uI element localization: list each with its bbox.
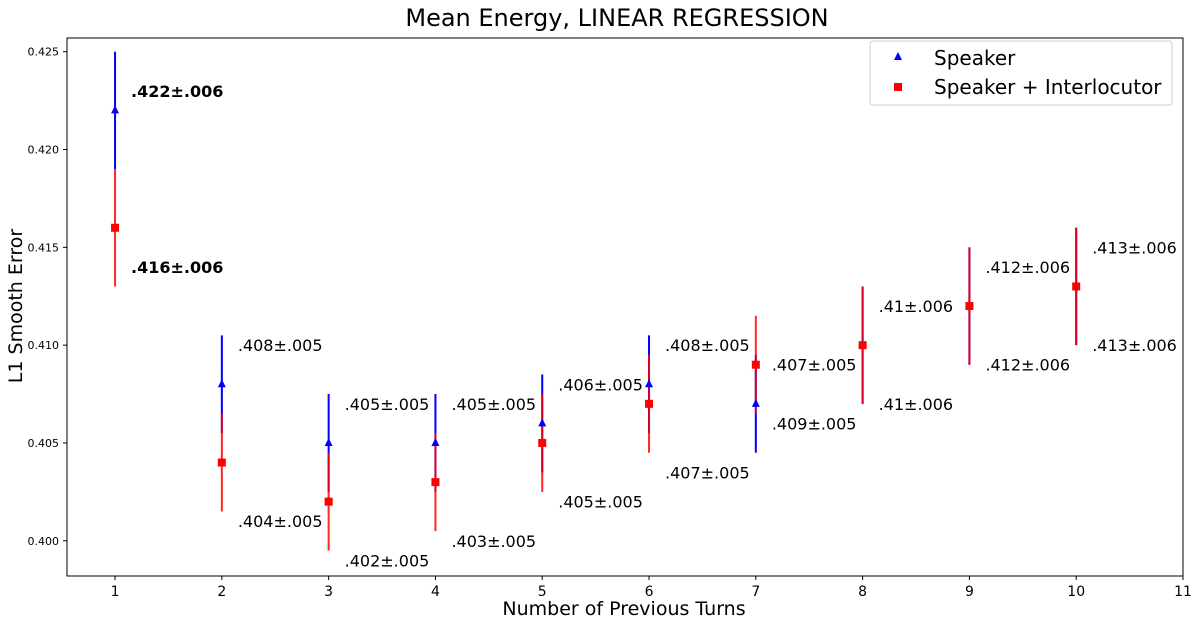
data-label-speaker-interlocutor: .413±.006: [1092, 238, 1177, 257]
data-label-speaker: .412±.006: [985, 356, 1070, 375]
x-tick-label: 2: [217, 584, 226, 600]
legend-marker-speaker: [894, 52, 902, 60]
data-label-speaker-interlocutor: .402±.005: [345, 551, 430, 570]
y-axis-label: L1 Smooth Error: [5, 229, 27, 384]
data-label-speaker: .413±.006: [1092, 336, 1177, 355]
marker-speaker: [111, 105, 120, 114]
marker-speaker-interlocutor: [538, 438, 547, 447]
data-label-speaker: .408±.005: [665, 336, 750, 355]
x-axis-ticks: 1 2 3 4 5 6 7 8 9 10 11: [111, 576, 1192, 600]
marker-speaker-interlocutor: [751, 360, 760, 369]
data-label-speaker: .422±.006: [131, 82, 223, 101]
x-tick-label: 5: [538, 584, 547, 600]
data-label-speaker-interlocutor: .412±.006: [985, 258, 1070, 277]
y-axis-ticks: 0.400 0.405 0.410 0.415 0.420 0.425: [28, 46, 67, 548]
legend-label-speaker: Speaker: [934, 46, 1016, 70]
data-label-speaker-interlocutor: .407±.005: [772, 356, 857, 375]
plot-area-frame: [66, 37, 1184, 577]
x-tick-label: 3: [324, 584, 333, 600]
marker-speaker-interlocutor: [217, 458, 226, 467]
y-tick-label: 0.405: [28, 437, 60, 450]
marker-speaker-interlocutor: [645, 399, 654, 408]
legend: Speaker Speaker + Interlocutor: [869, 40, 1173, 106]
marker-speaker: [538, 418, 547, 427]
x-tick-label: 6: [645, 584, 654, 600]
marker-speaker: [431, 437, 440, 446]
x-tick-label: 7: [751, 584, 760, 600]
data-label-speaker-interlocutor: .407±.005: [665, 463, 750, 482]
y-tick-label: 0.415: [28, 241, 60, 254]
x-tick-label: 4: [431, 584, 440, 600]
marker-speaker-interlocutor: [431, 478, 440, 487]
x-tick-label: 1: [111, 584, 120, 600]
data-label-speaker-interlocutor: .416±.006: [131, 258, 223, 277]
marker-speaker-interlocutor: [111, 223, 120, 232]
marker-speaker-interlocutor: [324, 497, 333, 506]
x-tick-label: 9: [965, 584, 974, 600]
data-label-speaker: .41±.006: [879, 395, 953, 414]
data-label-speaker: .405±.005: [451, 395, 536, 414]
marker-speaker: [324, 437, 333, 446]
y-tick-label: 0.410: [28, 339, 60, 352]
data-label-speaker-interlocutor: .403±.005: [451, 532, 536, 551]
legend-label-speaker-interlocutor: Speaker + Interlocutor: [934, 75, 1162, 99]
data-labels: .422±.006 .408±.005 .405±.005 .405±.005 .406…: [131, 82, 1177, 571]
x-tick-label: 10: [1067, 584, 1085, 600]
legend-marker-speaker-interlocutor: [894, 83, 902, 91]
data-label-speaker: .405±.005: [345, 395, 430, 414]
marker-speaker: [217, 379, 226, 388]
x-tick-label: 8: [858, 584, 867, 600]
data-label-speaker: .408±.005: [238, 336, 323, 355]
data-markers: [111, 105, 1081, 506]
marker-speaker: [645, 379, 654, 388]
data-label-speaker: .406±.005: [558, 375, 643, 394]
y-tick-label: 0.400: [28, 535, 60, 548]
data-label-speaker: .409±.005: [772, 414, 857, 433]
data-label-speaker-interlocutor: .405±.005: [558, 493, 643, 512]
data-label-speaker-interlocutor: .404±.005: [238, 512, 323, 531]
y-tick-label: 0.420: [28, 144, 60, 157]
chart-title: Mean Energy, LINEAR REGRESSION: [405, 4, 828, 32]
x-axis-label: Number of Previous Turns: [502, 598, 745, 620]
x-tick-label: 11: [1174, 584, 1192, 600]
marker-speaker: [751, 398, 760, 407]
marker-speaker-interlocutor: [858, 341, 867, 350]
marker-speaker-interlocutor: [965, 302, 974, 311]
marker-speaker-interlocutor: [1072, 282, 1081, 291]
data-label-speaker-interlocutor: .41±.006: [879, 297, 953, 316]
legend-frame: [869, 40, 1173, 106]
y-tick-label: 0.425: [28, 46, 60, 59]
